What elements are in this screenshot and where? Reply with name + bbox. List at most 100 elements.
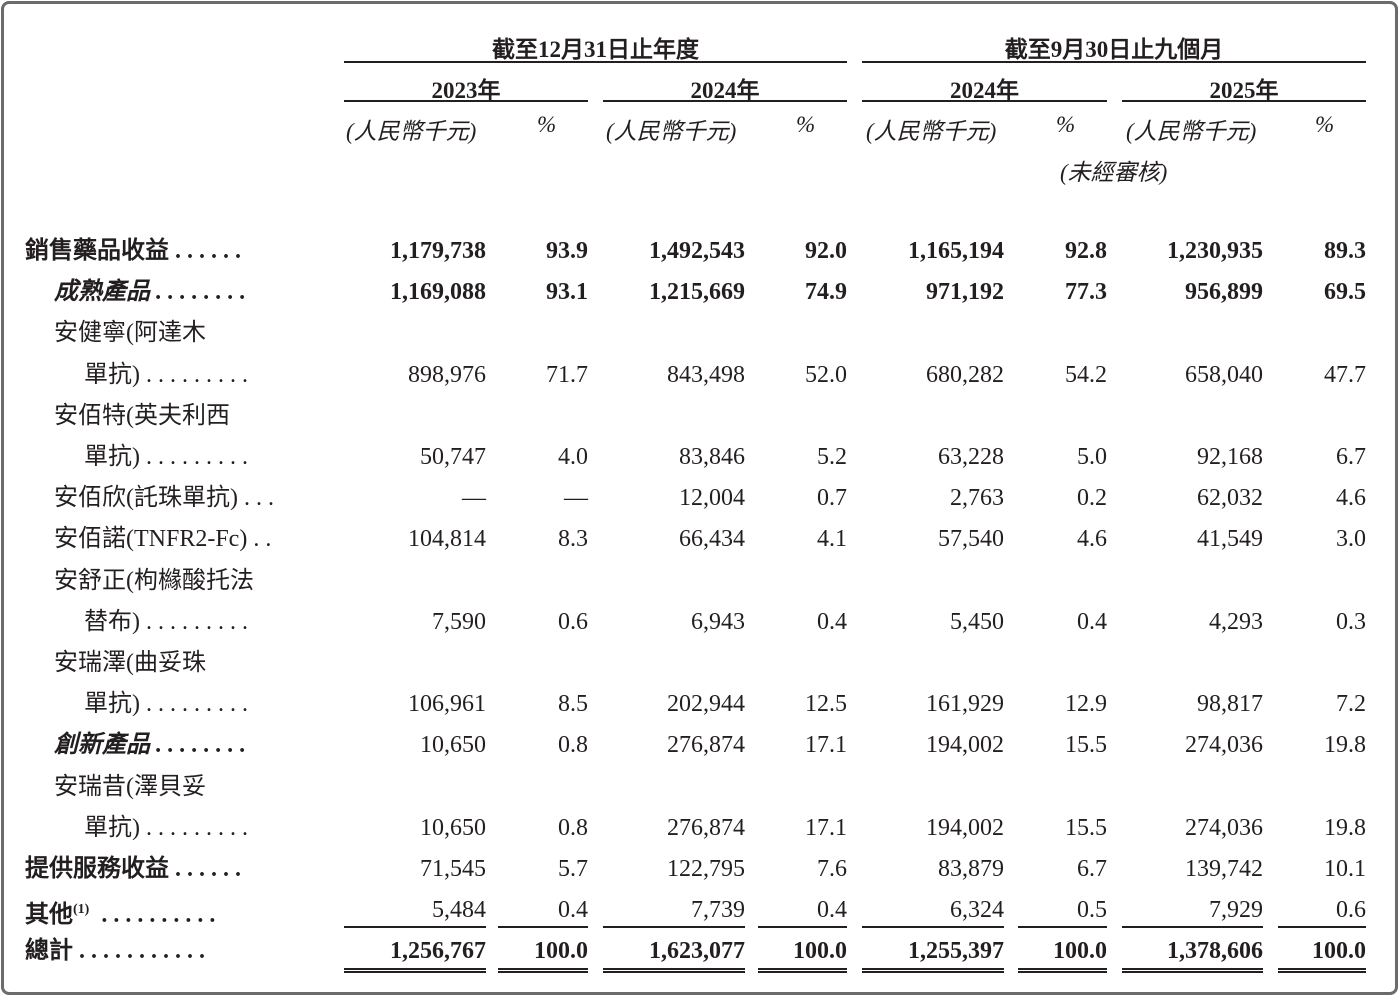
percent-cell: 0.8 (558, 814, 588, 841)
amount-cell: 5,484 (344, 895, 486, 929)
percent-cell (758, 648, 847, 679)
table-row: 單抗) . . . . . . . . . 10,650 0.8 276,874 17.… (0, 813, 1399, 854)
amount-cell: 41,549 (1197, 526, 1263, 553)
amount-cell: 4,293 (1209, 608, 1263, 635)
percent-cell: 74.9 (805, 279, 847, 306)
year-header: 2024年 (690, 78, 760, 103)
percent-cell (1278, 772, 1366, 803)
percent-cell (1278, 401, 1366, 432)
table-row: 成熟產品 . . . . . . . . 1,169,088 93.1 1,215,6… (0, 277, 1399, 318)
amount-cell: 66,434 (679, 526, 745, 553)
percent-cell: 69.5 (1324, 279, 1366, 306)
year-rule (862, 100, 1107, 102)
row-label: 替布) . . . . . . . . . (84, 608, 248, 635)
amount-cell: 202,944 (667, 691, 745, 718)
table-row: 單抗) . . . . . . . . . 50,747 4.0 83,846 5.2 6… (0, 442, 1399, 483)
amount-cell: 161,929 (926, 691, 1004, 718)
percent-cell: 92.8 (1065, 238, 1107, 264)
percent-cell: 17.1 (805, 732, 847, 759)
percent-cell: 6.7 (1077, 856, 1107, 882)
table-row: 安瑞昔(澤貝妥 (0, 772, 1399, 813)
unit-label: (人民幣千元) (606, 119, 737, 144)
amount-cell: 658,040 (1185, 361, 1263, 388)
table-row: 單抗) . . . . . . . . . 106,961 8.5 202,944 12… (0, 689, 1399, 730)
percent-cell: 0.5 (1018, 895, 1107, 929)
percent-cell (1018, 566, 1107, 597)
row-label: 單抗) . . . . . . . . . (84, 444, 248, 470)
percent-cell (758, 318, 847, 349)
amount-cell: 122,795 (667, 856, 745, 882)
amount-cell (1122, 772, 1263, 803)
amount-cell: 92,168 (1197, 444, 1263, 470)
percent-cell: 93.1 (546, 279, 588, 306)
table-row: 提供服務收益 . . . . . . 71,545 5.7 122,795 7.6 83,… (0, 854, 1399, 895)
row-label: 安瑞昔(澤貝妥 (54, 773, 206, 800)
year-rule (1122, 100, 1366, 102)
amount-cell: 276,874 (667, 814, 745, 841)
amount-cell: 194,002 (926, 732, 1004, 759)
amount-cell: 956,899 (1185, 279, 1263, 306)
percent-cell: 15.5 (1065, 732, 1107, 759)
percent-cell (1018, 401, 1107, 432)
percent-cell (1278, 318, 1366, 349)
amount-cell: 1,378,606 (1122, 936, 1263, 974)
unaudited-label: (未經審核) (1060, 160, 1168, 185)
amount-cell: 5,450 (950, 608, 1004, 635)
percent-cell: 93.9 (546, 238, 588, 264)
percent-label: % (1315, 112, 1335, 137)
percent-cell (758, 566, 847, 597)
table-row: 安佰諾(TNFR2-Fc) . . 104,814 8.3 66,434 4.1 57,5… (0, 524, 1399, 565)
percent-cell: 7.2 (1336, 691, 1366, 718)
amount-cell: 57,540 (938, 526, 1004, 553)
amount-cell: 898,976 (408, 361, 486, 388)
table-row: 創新產品 . . . . . . . . 10,650 0.8 276,874 17.1… (0, 730, 1399, 771)
percent-cell: 0.3 (1336, 608, 1366, 635)
percent-cell: 0.4 (817, 608, 847, 635)
amount-cell (1122, 566, 1263, 597)
percent-cell (1278, 648, 1366, 679)
percent-cell: 3.0 (1336, 526, 1366, 553)
percent-cell: 4.1 (817, 526, 847, 553)
amount-cell (1122, 318, 1263, 349)
group-rule (862, 61, 1366, 63)
amount-cell: 83,846 (679, 444, 745, 470)
percent-cell: 0.6 (558, 608, 588, 635)
amount-cell: 1,623,077 (603, 936, 745, 974)
amount-cell: 274,036 (1185, 814, 1263, 841)
row-label: 安佰欣(託珠單抗) . . . (54, 485, 274, 512)
row-label: 單抗) . . . . . . . . . (84, 814, 248, 841)
percent-cell: 0.7 (817, 485, 847, 512)
row-label: 安佰諾(TNFR2-Fc) . . (54, 526, 272, 553)
percent-cell (758, 401, 847, 432)
amount-cell: — (462, 485, 486, 512)
percent-cell: 7.6 (817, 856, 847, 882)
percent-cell: 4.6 (1077, 526, 1107, 553)
amount-cell: 276,874 (667, 732, 745, 759)
amount-cell (344, 772, 486, 803)
row-label: 安舒正(枸櫞酸托法 (54, 567, 254, 594)
percent-cell (1278, 566, 1366, 597)
percent-cell: 100.0 (1018, 936, 1107, 974)
unit-label: (人民幣千元) (346, 119, 477, 144)
percent-cell: 100.0 (1278, 936, 1366, 974)
percent-cell: 5.0 (1077, 444, 1107, 470)
footnote-marker: (1) (73, 902, 90, 918)
percent-cell: 100.0 (498, 936, 588, 974)
table-row: 其他(1) . . . . . . . . . . 5,484 0.4 7,739 0.… (0, 895, 1399, 936)
amount-cell (344, 648, 486, 679)
row-label: 創新產品 . . . . . . . . (54, 732, 246, 759)
amount-cell: 2,763 (950, 485, 1004, 512)
amount-cell: 12,004 (679, 485, 745, 512)
unit-label: (人民幣千元) (1126, 119, 1257, 144)
row-label: 成熟產品 . . . . . . . . (54, 279, 246, 306)
percent-label: % (1056, 112, 1076, 137)
amount-cell: 680,282 (926, 361, 1004, 388)
percent-cell: 12.5 (805, 691, 847, 718)
amount-cell: 7,739 (603, 895, 745, 929)
percent-cell: 92.0 (805, 238, 847, 264)
percent-cell: 0.6 (1278, 895, 1366, 929)
percent-cell: 100.0 (758, 936, 847, 974)
amount-cell: 1,179,738 (390, 238, 486, 264)
amount-cell: 106,961 (408, 691, 486, 718)
amount-cell (862, 318, 1004, 349)
